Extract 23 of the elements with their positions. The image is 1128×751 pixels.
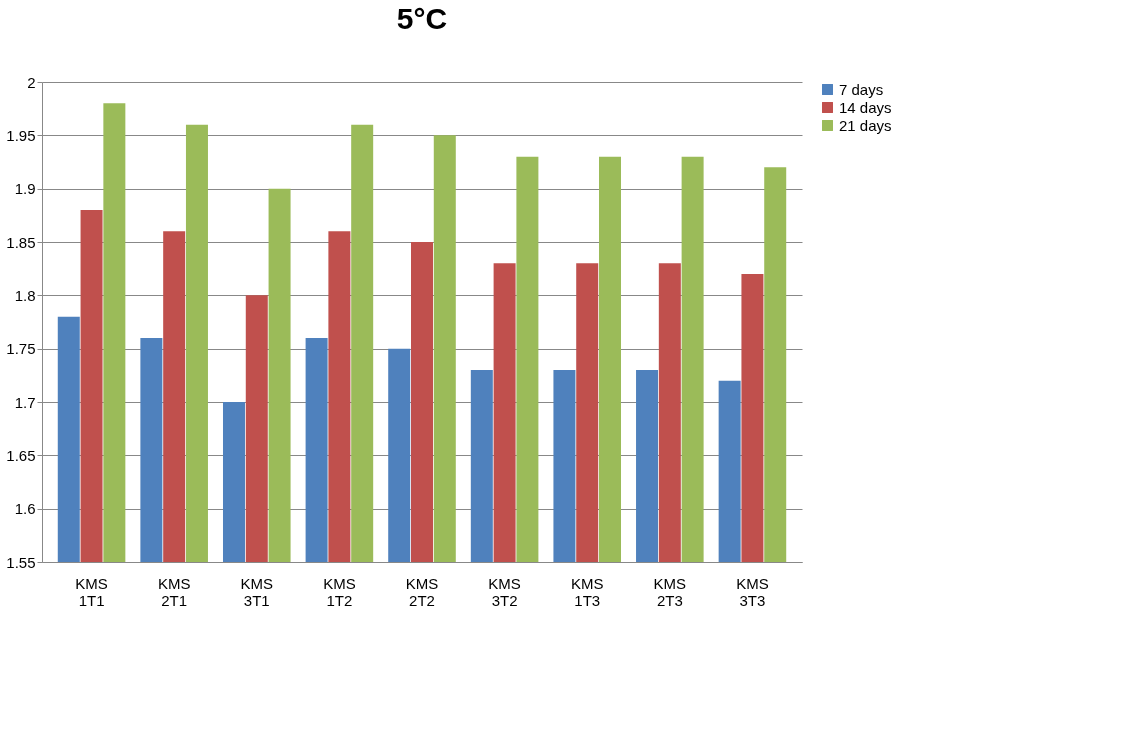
y-tick-label: 1.7 — [14, 393, 36, 411]
x-tick-label: KMS 1T2 — [323, 574, 356, 609]
x-tick-label: KMS 3T1 — [240, 574, 274, 609]
x-tick-label: KMS 1T1 — [75, 574, 108, 609]
y-tick-label: 2 — [27, 73, 36, 91]
x-tick-label: KMS 3T3 — [736, 574, 769, 609]
y-tick-label: 1.9 — [14, 180, 36, 198]
legend-label: 14 days — [839, 98, 892, 116]
legend-label: 7 days — [839, 80, 884, 98]
chart-title: 5°C — [396, 2, 448, 35]
x-tick-label: KMS 2T1 — [157, 574, 191, 609]
y-tick-label: 1.8 — [14, 286, 36, 304]
y-tick-label: 1.6 — [14, 500, 36, 518]
y-tick-label: 1.85 — [6, 233, 36, 251]
y-tick-label: 1.75 — [6, 340, 36, 358]
y-tick-label: 1.65 — [6, 446, 36, 464]
x-tick-label: KMS 3T2 — [488, 574, 521, 609]
y-tick-label: 1.55 — [6, 553, 36, 571]
legend-label: 21 days — [839, 116, 892, 134]
x-tick-label: KMS 1T3 — [570, 574, 604, 609]
x-tick-label: KMS 2T2 — [405, 574, 439, 609]
x-tick-label: KMS 2T3 — [653, 574, 687, 609]
y-tick-label: 1.95 — [6, 126, 36, 144]
